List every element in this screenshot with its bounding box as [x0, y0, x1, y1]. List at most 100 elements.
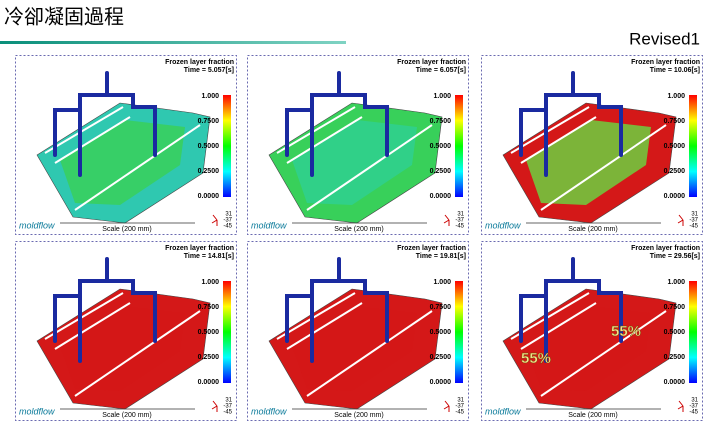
axis-triad-label: 31 — [457, 398, 464, 404]
color-bar-label: 1.000 — [201, 93, 219, 100]
axis-triad-label: -37 — [223, 218, 232, 224]
result-time: Time = 19.81[s] — [416, 253, 466, 260]
axis-triad — [443, 214, 450, 226]
part-edge — [276, 106, 433, 211]
color-bar-label: 0.2500 — [198, 354, 220, 361]
color-bar — [455, 281, 463, 383]
color-bar-label: 0.2500 — [198, 168, 220, 175]
color-bar-label: 0.2500 — [430, 168, 452, 175]
result-label: Frozen layer fraction — [397, 245, 466, 252]
revision: Revised1 — [629, 29, 700, 48]
color-bar-label: 0.0000 — [198, 193, 220, 200]
part-edge — [510, 292, 667, 397]
axis-triad-label: 31 — [691, 398, 698, 404]
runner — [519, 71, 623, 177]
result-time: Time = 6.057[s] — [416, 67, 466, 74]
color-bar — [689, 95, 697, 197]
color-bar-label: 0.7500 — [430, 304, 452, 311]
color-bar-label: 0.2500 — [664, 168, 686, 175]
part-edge — [276, 292, 433, 397]
color-bar-label: 0.7500 — [664, 304, 686, 311]
axis-triad-label: 31 — [225, 398, 232, 404]
axis-triad — [443, 400, 450, 412]
annotation: 55% — [611, 323, 641, 340]
runner — [285, 257, 389, 363]
color-bar-label: 0.7500 — [430, 118, 452, 125]
color-bar-label: 1.000 — [201, 279, 219, 286]
axis-triad-label: -37 — [455, 218, 464, 224]
axis-triad-label: 31 — [457, 212, 464, 218]
slide-title: 冷卻凝固過程 — [4, 5, 124, 29]
axis-triad-label: 31 — [691, 212, 698, 218]
color-bar — [223, 95, 231, 197]
annotation: 55% — [521, 350, 551, 367]
scale-label: Scale (200 mm) — [102, 412, 151, 419]
color-bar-label: 1.000 — [433, 93, 451, 100]
logo: moldflow — [19, 220, 55, 230]
part-edge — [44, 292, 201, 397]
logo: moldflow — [251, 220, 287, 230]
result-label: Frozen layer fraction — [631, 59, 700, 66]
runner — [53, 257, 157, 363]
runner — [285, 71, 389, 177]
part-edge — [44, 106, 201, 211]
color-bar-label: 0.2500 — [430, 354, 452, 361]
result-label: Frozen layer fraction — [165, 59, 234, 66]
scale-label: Scale (200 mm) — [334, 226, 383, 233]
color-bar-label: 0.5000 — [198, 143, 220, 150]
color-bar — [455, 95, 463, 197]
color-bar-label: 0.0000 — [430, 379, 452, 386]
color-bar-label: 0.5000 — [664, 143, 686, 150]
result-time: Time = 14.81[s] — [184, 253, 234, 260]
axis-triad-label: -45 — [223, 410, 232, 416]
logo: moldflow — [485, 220, 521, 230]
color-bar-label: 1.000 — [433, 279, 451, 286]
axis-triad — [677, 214, 684, 226]
scale-label: Scale (200 mm) — [102, 226, 151, 233]
result-label: Frozen layer fraction — [397, 59, 466, 66]
axis-triad-label: -37 — [455, 404, 464, 410]
logo: moldflow — [251, 406, 287, 416]
color-bar — [223, 281, 231, 383]
color-bar-label: 0.0000 — [430, 193, 452, 200]
runner — [53, 71, 157, 177]
axis-triad-label: -45 — [455, 410, 464, 416]
axis-triad — [211, 214, 218, 226]
color-bar-label: 0.0000 — [198, 379, 220, 386]
color-bar-label: 0.7500 — [198, 118, 220, 125]
color-bar-label: 0.0000 — [664, 193, 686, 200]
result-time: Time = 5.057[s] — [184, 67, 234, 74]
logo: moldflow — [19, 406, 55, 416]
color-bar-label: 0.7500 — [198, 304, 220, 311]
logo: moldflow — [485, 406, 521, 416]
color-bar-label: 0.0000 — [664, 379, 686, 386]
axis-triad-label: -45 — [455, 224, 464, 230]
scale-label: Scale (200 mm) — [568, 412, 617, 419]
axis-triad-label: -37 — [689, 404, 698, 410]
part-edge — [510, 106, 667, 211]
color-bar — [689, 281, 697, 383]
axis-triad-label: 31 — [225, 212, 232, 218]
color-bar-label: 1.000 — [667, 93, 685, 100]
runner — [519, 257, 623, 363]
color-bar-label: 1.000 — [667, 279, 685, 286]
result-time: Time = 10.06[s] — [650, 67, 700, 74]
title-underline — [0, 41, 346, 44]
axis-triad-label: -45 — [223, 224, 232, 230]
color-bar-label: 0.5000 — [198, 329, 220, 336]
result-label: Frozen layer fraction — [631, 245, 700, 252]
axis-triad-label: -37 — [689, 218, 698, 224]
scale-label: Scale (200 mm) — [334, 412, 383, 419]
axis-triad-label: -45 — [689, 410, 698, 416]
color-bar-label: 0.2500 — [664, 354, 686, 361]
color-bar-label: 0.5000 — [430, 329, 452, 336]
axis-triad — [211, 400, 218, 412]
color-bar-label: 0.5000 — [664, 329, 686, 336]
